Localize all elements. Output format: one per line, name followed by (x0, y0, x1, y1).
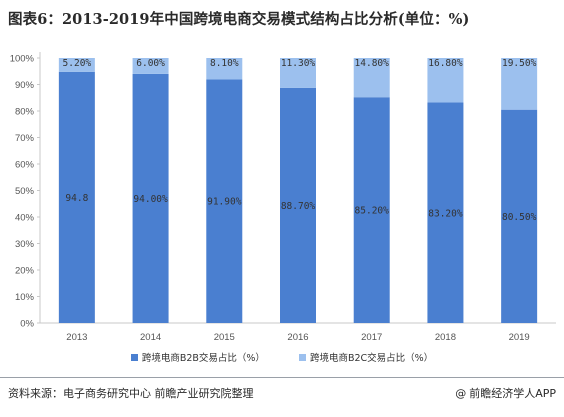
legend-label-b2b: 跨境电商B2B交易占比（%） (141, 353, 265, 364)
data-label-b2c: 16.80% (428, 58, 463, 69)
x-tick-label: 2014 (140, 332, 161, 343)
bar-b2b (206, 79, 243, 323)
data-label-b2c: 6.00% (136, 58, 165, 69)
data-label-b2c: 8.10% (210, 58, 239, 69)
data-label-b2b: 83.20% (428, 208, 463, 219)
legend-swatch-b2c (298, 353, 306, 361)
x-tick-label: 2018 (435, 332, 456, 343)
brand-name: 前瞻经济学人APP (469, 387, 556, 400)
data-label-b2c: 5.20% (63, 58, 92, 69)
x-tick-label: 2017 (361, 332, 382, 343)
y-tick-label: 50% (15, 186, 35, 197)
bar-b2c (58, 58, 95, 72)
bar-b2b (427, 102, 464, 324)
bar-b2c (280, 58, 316, 88)
y-tick-label: 10% (15, 292, 35, 303)
chart-legend: 跨境电商B2B交易占比（%） 跨境电商B2C交易占比（%） (0, 350, 564, 364)
data-label-b2c: 14.80% (355, 58, 390, 69)
y-tick-label: 0% (20, 319, 34, 330)
data-label-b2b: 94.00% (133, 194, 168, 205)
y-tick-label: 20% (15, 266, 35, 277)
chart-title: 图表6：2013-2019年中国跨境电商交易模式结构占比分析(单位：%) (8, 11, 470, 28)
legend-label-b2c: 跨境电商B2C交易占比（%） (309, 353, 434, 364)
bar-b2b (280, 87, 316, 323)
bar-b2c (206, 58, 243, 80)
y-tick-label: 90% (15, 80, 35, 91)
bar-b2c (132, 58, 169, 74)
y-tick-label: 30% (15, 239, 35, 250)
data-label-b2b: 85.20% (355, 206, 390, 217)
data-label-b2b: 80.50% (502, 212, 537, 223)
legend-swatch-b2b (130, 353, 138, 361)
bar-b2b (501, 109, 538, 323)
data-label-b2b: 88.70% (281, 201, 316, 212)
brand-credit: @ 前瞻经济学人APP (455, 385, 556, 401)
bar-b2b (58, 71, 95, 323)
x-tick-label: 2015 (214, 332, 235, 343)
chart-plot-area: 94.8 5.20% 94.00% 6.00% 91.90% 8.10% 88.70% 11.… (10, 52, 556, 343)
legend-item-b2c: 跨境电商B2C交易占比（%） (298, 350, 434, 364)
y-tick-label: 80% (15, 107, 35, 118)
y-tick-label: 70% (15, 133, 35, 144)
brand-symbol: @ (455, 386, 467, 400)
x-tick-label: 2013 (66, 332, 87, 343)
legend-item-b2b: 跨境电商B2B交易占比（%） (130, 350, 265, 364)
footer-divider (0, 377, 564, 378)
bar-b2c (427, 58, 464, 103)
bar-b2b (353, 97, 390, 323)
data-label-b2c: 19.50% (502, 58, 537, 69)
y-tick-label: 40% (15, 213, 35, 224)
source-note: 资料来源：电子商务研究中心 前瞻产业研究院整理 (8, 387, 254, 400)
y-tick-label: 100% (10, 54, 35, 65)
y-tick-label: 60% (15, 160, 35, 171)
x-tick-label: 2016 (287, 332, 308, 343)
data-label-b2b: 91.90% (207, 197, 242, 208)
x-tick-label: 2019 (509, 332, 530, 343)
bar-b2c (501, 58, 538, 110)
footer: 资料来源：电子商务研究中心 前瞻产业研究院整理 @ 前瞻经济学人APP (8, 385, 556, 401)
bar-b2c (353, 58, 390, 98)
bar-b2b (132, 73, 169, 324)
data-label-b2b: 94.8 (65, 193, 88, 204)
data-label-b2c: 11.30% (281, 58, 316, 69)
